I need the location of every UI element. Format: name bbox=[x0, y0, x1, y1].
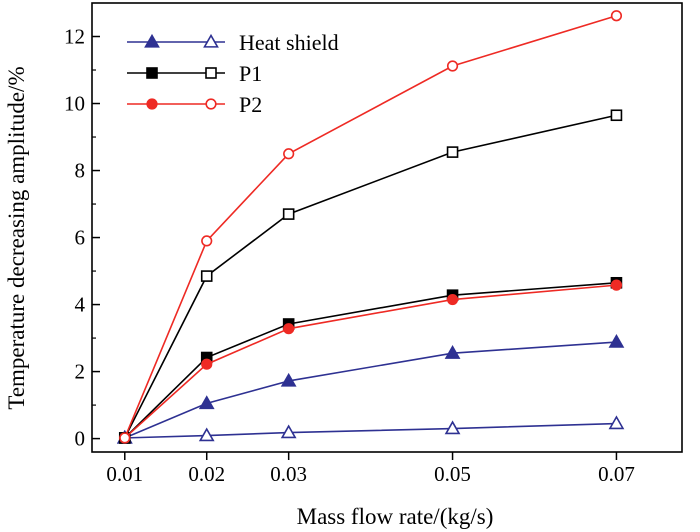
legend-marker-filled bbox=[146, 67, 158, 79]
axis-ticks: 0 2 4 6 8 10 12 0.01 0.02 0.03 0.05 0.07 bbox=[64, 25, 635, 486]
series-layer bbox=[116, 10, 625, 444]
data-point bbox=[610, 10, 623, 22]
data-point bbox=[610, 279, 623, 291]
y-tick-label: 10 bbox=[64, 92, 85, 116]
data-point bbox=[446, 293, 459, 306]
data-point bbox=[282, 208, 295, 220]
x-tick-label: 0.02 bbox=[188, 462, 225, 486]
x-tick-label: 0.07 bbox=[598, 462, 635, 486]
y-tick-label: 2 bbox=[75, 360, 86, 384]
x-tick-label: 0.05 bbox=[434, 462, 471, 486]
legend-marker-open bbox=[205, 67, 217, 79]
data-point bbox=[280, 372, 297, 387]
data-point bbox=[283, 323, 295, 335]
legend-marker-filled bbox=[144, 33, 160, 48]
y-tick-label: 6 bbox=[75, 226, 86, 250]
y-axis-label: Temperature decreasing amplitude/% bbox=[4, 66, 29, 409]
data-point bbox=[201, 235, 213, 247]
y-tick-label: 12 bbox=[64, 25, 85, 49]
x-tick-label: 0.03 bbox=[270, 462, 307, 486]
data-point bbox=[608, 333, 625, 348]
series-line bbox=[124, 422, 617, 439]
data-point bbox=[444, 420, 461, 435]
y-tick-label: 8 bbox=[75, 159, 86, 183]
series-2 bbox=[118, 276, 623, 444]
legend: Heat shield P1 P2 bbox=[127, 30, 339, 117]
y-tick-label: 0 bbox=[75, 427, 86, 451]
legend-label: P2 bbox=[239, 92, 262, 117]
legend-marker-open bbox=[205, 98, 217, 110]
data-point bbox=[283, 148, 295, 160]
data-point bbox=[119, 432, 131, 444]
legend-entry: Heat shield bbox=[127, 30, 339, 55]
y-tick-label: 4 bbox=[75, 293, 86, 317]
data-point bbox=[198, 395, 215, 410]
data-point bbox=[444, 345, 461, 359]
legend-marker-filled bbox=[146, 98, 158, 110]
legend-entry: P1 bbox=[127, 61, 262, 86]
data-point bbox=[446, 146, 459, 158]
series-3 bbox=[118, 109, 623, 444]
series-1 bbox=[116, 415, 625, 444]
data-point bbox=[200, 270, 213, 282]
series-4 bbox=[119, 279, 623, 444]
data-point bbox=[280, 424, 297, 439]
x-tick-label: 0.01 bbox=[106, 462, 143, 486]
legend-label: P1 bbox=[239, 61, 262, 86]
plot-frame bbox=[91, 2, 683, 453]
series-0 bbox=[116, 333, 625, 444]
legend-marker-open bbox=[203, 33, 219, 48]
series-line bbox=[124, 281, 617, 439]
data-point bbox=[198, 427, 215, 442]
series-line bbox=[124, 284, 617, 439]
series-line bbox=[124, 14, 617, 439]
data-point bbox=[446, 60, 459, 72]
legend-entry: P2 bbox=[127, 92, 262, 117]
series-line bbox=[124, 341, 617, 439]
series-5 bbox=[119, 10, 623, 444]
data-point bbox=[608, 415, 625, 430]
x-axis-label: Mass flow rate/(kg/s) bbox=[297, 504, 494, 529]
series-line bbox=[124, 114, 617, 439]
legend-label: Heat shield bbox=[239, 30, 339, 55]
plot-border bbox=[91, 2, 683, 453]
data-point bbox=[201, 358, 213, 370]
data-point bbox=[610, 109, 623, 122]
